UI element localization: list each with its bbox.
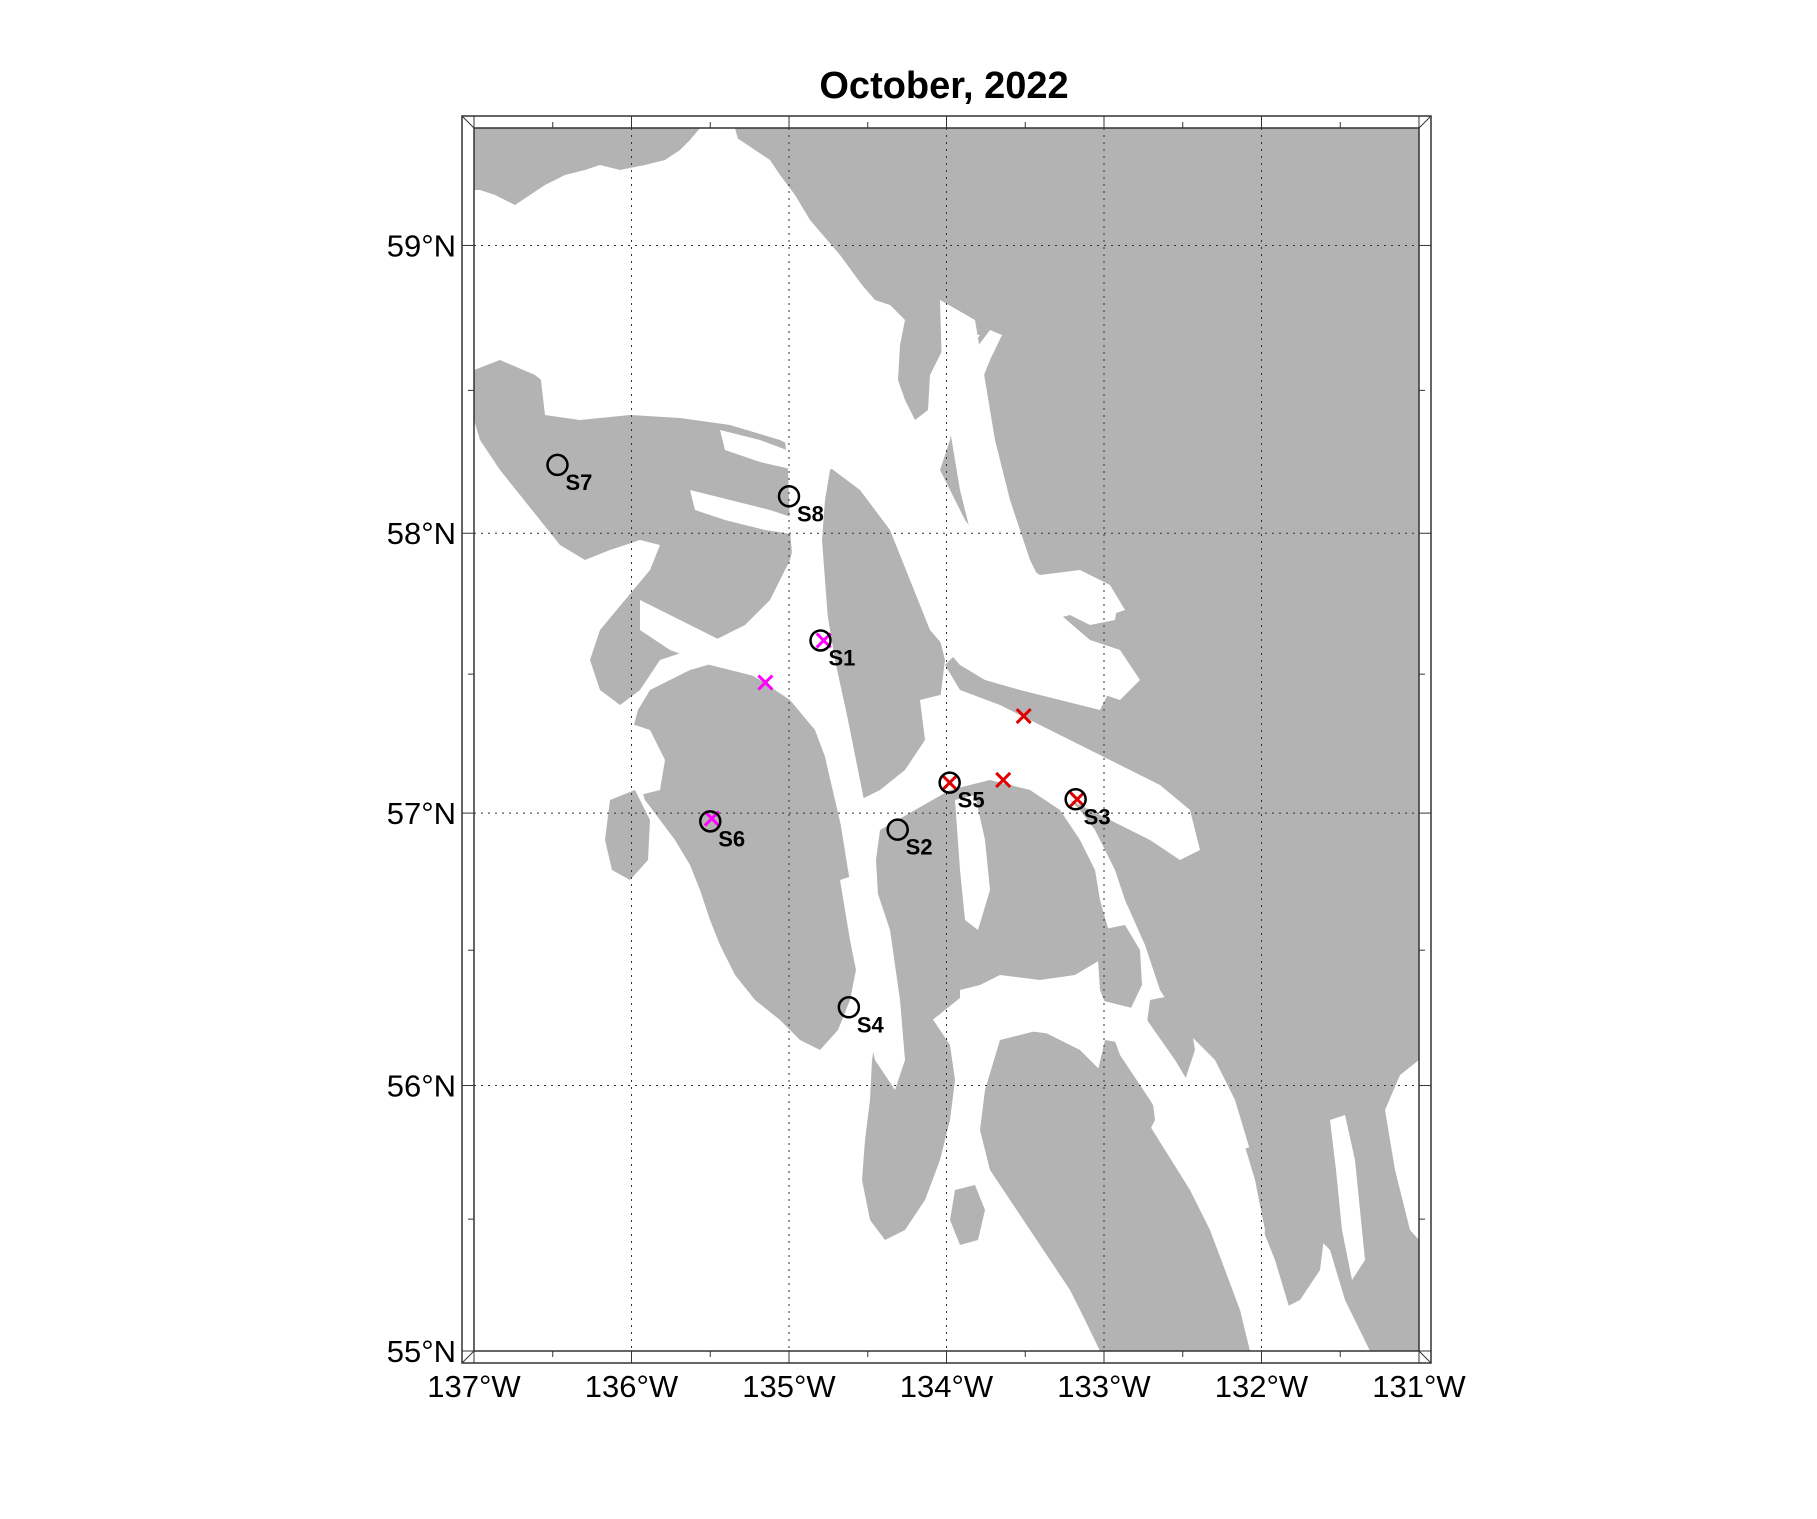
lat-tick-label: 59°N: [387, 228, 456, 263]
tracy-arm: [1040, 570, 1125, 615]
chatham-strait-south: [840, 870, 905, 1090]
mainland-landmass: [474, 128, 1419, 1351]
frederick-sound: [920, 690, 1200, 860]
station-marker: [886, 818, 909, 841]
port-frederick: [720, 430, 800, 470]
stephens-passage: [940, 300, 1140, 700]
lon-tick-label: 137°W: [427, 1369, 521, 1404]
lat-tick-label: 55°N: [387, 1334, 456, 1369]
station-label: S8: [797, 501, 824, 526]
admiralty-island: [822, 450, 945, 800]
lon-tick-label: 136°W: [585, 1369, 679, 1404]
peril-strait: [640, 600, 790, 680]
station-marker: [1064, 788, 1087, 811]
lon-tick-label: 135°W: [742, 1369, 836, 1404]
taku-inlet: [945, 330, 1002, 420]
x-marker: [995, 771, 1012, 788]
lon-tick-label: 131°W: [1372, 1369, 1466, 1404]
sumner-strait: [960, 980, 1110, 1040]
station-label: S4: [857, 1012, 885, 1037]
tenakee-inlet: [690, 490, 800, 535]
station-label: S5: [958, 788, 985, 813]
lon-tick-label: 134°W: [900, 1369, 994, 1404]
behm-canal: [1225, 1130, 1265, 1300]
icy-strait: [540, 365, 1110, 710]
kruzof-island: [605, 790, 650, 880]
baranof-island: [630, 660, 858, 1050]
lon-axis-labels: 137°W 136°W 135°W 134°W 133°W 132°W 131°W: [427, 1369, 1466, 1404]
prince-of-wales-island: [980, 1030, 1250, 1351]
station-marker: [777, 485, 801, 508]
station-label: S1: [829, 645, 856, 670]
x-marker: [1069, 791, 1086, 808]
x-marker: [941, 774, 958, 791]
x-marker: [757, 674, 774, 691]
station-label: S2: [906, 835, 933, 860]
portland-canal: [1330, 1115, 1365, 1280]
station-label: S6: [718, 826, 745, 851]
station-marker: [809, 629, 832, 652]
glacier-bay: [600, 170, 665, 365]
lat-tick-label: 57°N: [387, 796, 456, 831]
gridlines: [474, 128, 1419, 1351]
station-label: S7: [565, 470, 592, 495]
lat-tick-label: 58°N: [387, 516, 456, 551]
keku-strait: [955, 795, 990, 930]
stations: S1 S2 S3 S4 S5 S6 S7 S8: [546, 453, 1111, 1037]
map-title: October, 2022: [819, 65, 1068, 107]
station-label: S3: [1084, 804, 1111, 829]
station-marker: [837, 996, 861, 1019]
mitkof-island: [1098, 925, 1142, 1015]
axis-ticks: [462, 116, 1431, 1363]
station-marker: [699, 810, 722, 833]
station-marker: [546, 453, 569, 477]
station-marker: [938, 771, 961, 794]
x-marker: [1015, 707, 1032, 725]
lat-tick-label: 56°N: [387, 1069, 456, 1104]
lat-axis-labels: 55°N 56°N 57°N 58°N 59°N: [387, 228, 456, 1369]
lon-tick-label: 133°W: [1057, 1369, 1151, 1404]
kupreanof-island: [876, 780, 1110, 1045]
coronation-island: [950, 1185, 985, 1245]
lon-tick-label: 132°W: [1215, 1369, 1309, 1404]
